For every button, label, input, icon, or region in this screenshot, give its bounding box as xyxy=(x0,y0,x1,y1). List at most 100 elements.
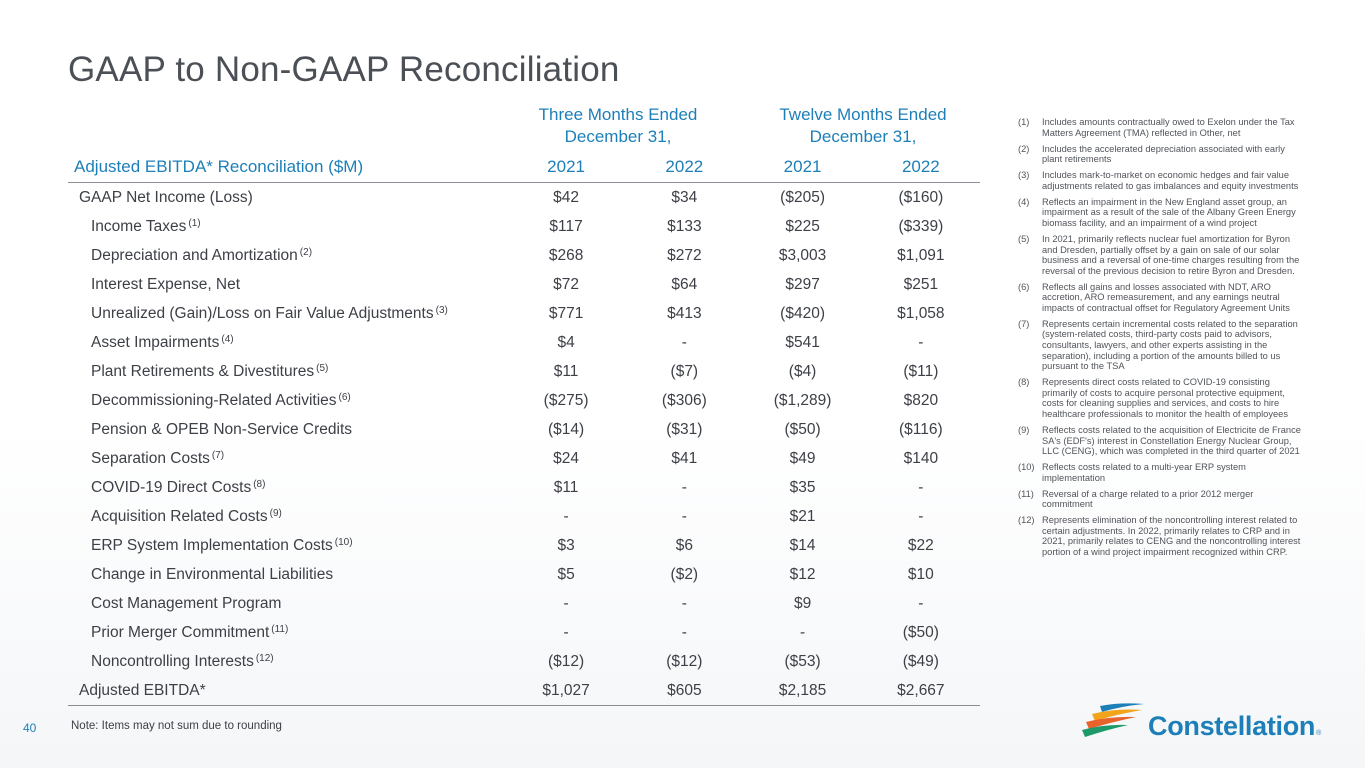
page-number: 40 xyxy=(23,721,37,735)
logo-text: Constellation xyxy=(1148,711,1316,741)
value-cell: $24 xyxy=(553,449,580,467)
value-cell: $268 xyxy=(548,246,584,264)
footnote: (1) Includes amounts contractually owed t… xyxy=(1018,117,1306,138)
footnote: (11) Reversal of a charge related to a pr… xyxy=(1018,489,1306,510)
footnote-text: Reflects costs related to the acquisitio… xyxy=(1042,424,1301,457)
footnote-number: (4) xyxy=(1018,196,1030,207)
value-cell: - xyxy=(681,478,687,496)
value-cell: ($7) xyxy=(670,362,699,380)
value-cell: $34 xyxy=(671,188,698,206)
value-cell: $3,003 xyxy=(778,246,827,264)
footnote-ref: (3) xyxy=(435,304,448,316)
three-months-line2: December 31, xyxy=(564,127,672,146)
value-cell: $117 xyxy=(549,217,583,235)
value-cell: ($49) xyxy=(902,652,939,670)
value-cell: $35 xyxy=(789,478,816,496)
value-cell: $22 xyxy=(907,536,934,554)
three-months-header: Three Months Ended December 31, xyxy=(503,104,733,148)
value-cell: $3 xyxy=(557,536,575,554)
footnote-number: (11) xyxy=(1018,488,1034,499)
row-label-text: COVID-19 Direct Costs xyxy=(91,478,252,496)
footnote-number: (9) xyxy=(1018,424,1030,435)
constellation-logo-icon xyxy=(1082,703,1144,737)
value-cell: - xyxy=(918,333,924,351)
row-label-text: Change in Environmental Liabilities xyxy=(91,565,334,583)
row-label: Change in Environmental Liabilities xyxy=(68,560,507,589)
table-header-row: Adjusted EBITDA* Reconciliation ($M) 202… xyxy=(68,152,980,183)
row-label: Income Taxes (1) xyxy=(68,212,507,241)
row-label: Prior Merger Commitment (11) xyxy=(68,618,507,647)
row-label-text: GAAP Net Income (Loss) xyxy=(79,188,253,206)
row-label: Noncontrolling Interests (12) xyxy=(68,647,507,676)
row-label: Unrealized (Gain)/Loss on Fair Value Adj… xyxy=(68,299,507,328)
label-column-header: Adjusted EBITDA* Reconciliation ($M) xyxy=(68,152,507,183)
footnote: (12) Represents elimination of the noncon… xyxy=(1018,515,1306,557)
three-months-line1: Three Months Ended xyxy=(538,105,698,124)
value-cell: $49 xyxy=(789,449,816,467)
table-row: Unrealized (Gain)/Loss on Fair Value Adj… xyxy=(68,299,980,328)
column-header: 2022 xyxy=(861,152,980,183)
value-cell: - xyxy=(563,594,569,612)
reconciliation-table: Adjusted EBITDA* Reconciliation ($M) 202… xyxy=(68,152,980,706)
footnote-text: In 2021, primarily reflects nuclear fuel… xyxy=(1042,233,1300,276)
footnote-number: (12) xyxy=(1018,515,1035,526)
row-label-text: Adjusted EBITDA* xyxy=(79,681,206,699)
table-row: Change in Environmental Liabilities $5 ($2… xyxy=(68,560,980,589)
table-row: Pension & OPEB Non-Service Credits ($14) (… xyxy=(68,415,980,444)
table-row: COVID-19 Direct Costs (8) $11 - $35 - xyxy=(68,473,980,502)
row-label: Decommissioning-Related Activities (6) xyxy=(68,386,507,415)
value-cell: - xyxy=(681,507,687,525)
value-cell: $771 xyxy=(548,304,584,322)
value-cell: $272 xyxy=(667,246,702,264)
table-row: ERP System Implementation Costs (10) $3 $6 $… xyxy=(68,531,980,560)
row-label: Separation Costs (7) xyxy=(68,444,507,473)
row-label-text: Depreciation and Amortization xyxy=(91,246,298,264)
footnote-number: (10) xyxy=(1018,462,1035,473)
table-row: Asset Impairments (4) $4 - $541 - xyxy=(68,328,980,357)
value-cell: $820 xyxy=(903,391,939,409)
value-cell: ($275) xyxy=(543,391,589,409)
value-cell: $1,058 xyxy=(897,304,945,322)
row-label-text: Plant Retirements & Divestitures xyxy=(91,362,315,380)
table-row: GAAP Net Income (Loss) $42 $34 ($205) ($160) xyxy=(68,183,980,213)
footnote-text: Reflects all gains and losses associated… xyxy=(1042,281,1290,313)
value-cell: $10 xyxy=(907,565,934,583)
footnote-text: Includes the accelerated depreciation as… xyxy=(1042,143,1285,165)
value-cell: $133 xyxy=(667,217,702,235)
row-label: Plant Retirements & Divestitures (5) xyxy=(68,357,507,386)
footnote: (10) Reflects costs related to a multi-ye… xyxy=(1018,462,1306,483)
footnote-text: Includes amounts contractually owed to E… xyxy=(1042,117,1295,138)
row-label-text: Interest Expense, Net xyxy=(91,275,241,293)
footnote-number: (1) xyxy=(1018,117,1030,127)
value-cell: $64 xyxy=(671,275,698,293)
twelve-months-line1: Twelve Months Ended xyxy=(779,105,947,124)
footnote: (2) Includes the accelerated depreciation… xyxy=(1018,144,1306,165)
value-cell: ($11) xyxy=(903,362,939,380)
row-label-text: Acquisition Related Costs xyxy=(91,507,268,525)
value-cell: ($1,289) xyxy=(773,391,832,409)
table-row: Cost Management Program - - $9 - xyxy=(68,589,980,618)
value-cell: ($12) xyxy=(666,652,703,670)
table-row: Decommissioning-Related Activities (6) ($2… xyxy=(68,386,980,415)
value-cell: $1,091 xyxy=(897,246,945,264)
value-cell: $12 xyxy=(789,565,816,583)
value-cell: ($4) xyxy=(788,362,817,380)
column-header: 2021 xyxy=(743,152,862,183)
value-cell: - xyxy=(918,594,924,612)
footnote-ref: (10) xyxy=(334,536,353,548)
value-cell: ($2) xyxy=(670,565,699,583)
footnote: (5) In 2021, primarily reflects nuclear f… xyxy=(1018,234,1306,276)
value-cell: $140 xyxy=(903,449,939,467)
footnote-ref: (12) xyxy=(255,652,274,664)
row-label-text: Unrealized (Gain)/Loss on Fair Value Adj… xyxy=(91,304,434,322)
footnote-number: (2) xyxy=(1018,143,1030,154)
value-cell: ($50) xyxy=(902,623,939,641)
row-label: Interest Expense, Net xyxy=(68,270,507,299)
footnote-text: Reflects an impairment in the New Englan… xyxy=(1042,196,1296,228)
footnote-text: Represents certain incremental costs rel… xyxy=(1042,318,1298,372)
footnote: (3) Includes mark-to-market on economic h… xyxy=(1018,170,1306,191)
value-cell: ($53) xyxy=(784,652,821,670)
value-cell: - xyxy=(681,623,687,641)
value-cell: $42 xyxy=(553,188,580,206)
footnote-ref: (1) xyxy=(188,217,201,229)
